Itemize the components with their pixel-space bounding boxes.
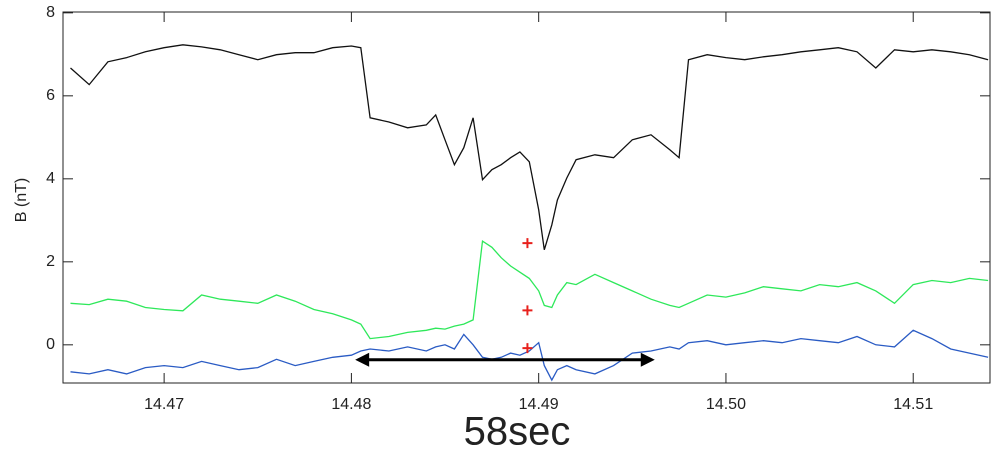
marker bbox=[522, 238, 533, 249]
x-tick-label: 14.48 bbox=[331, 396, 371, 413]
y-tick-label: 0 bbox=[46, 336, 55, 353]
y-tick-label: 2 bbox=[46, 253, 55, 270]
series-line bbox=[70, 329, 989, 382]
marker bbox=[522, 343, 533, 354]
x-tick-label: 14.50 bbox=[706, 396, 746, 413]
annotation: 58sec bbox=[464, 410, 571, 454]
y-tick-label: 6 bbox=[46, 87, 55, 104]
y-axis-label: B (nT) bbox=[13, 178, 30, 222]
arrow-head bbox=[640, 352, 655, 367]
marker bbox=[522, 305, 533, 316]
y-tick-label: 4 bbox=[46, 170, 55, 187]
arrow-head bbox=[355, 352, 370, 367]
plot-frame bbox=[62, 11, 991, 384]
series-line bbox=[70, 239, 989, 340]
y-tick-label: 8 bbox=[46, 4, 55, 21]
x-tick-label: 14.47 bbox=[144, 396, 184, 413]
series-line bbox=[70, 44, 989, 250]
x-tick-label: 14.49 bbox=[519, 396, 559, 413]
x-tick-label: 14.51 bbox=[893, 396, 933, 413]
